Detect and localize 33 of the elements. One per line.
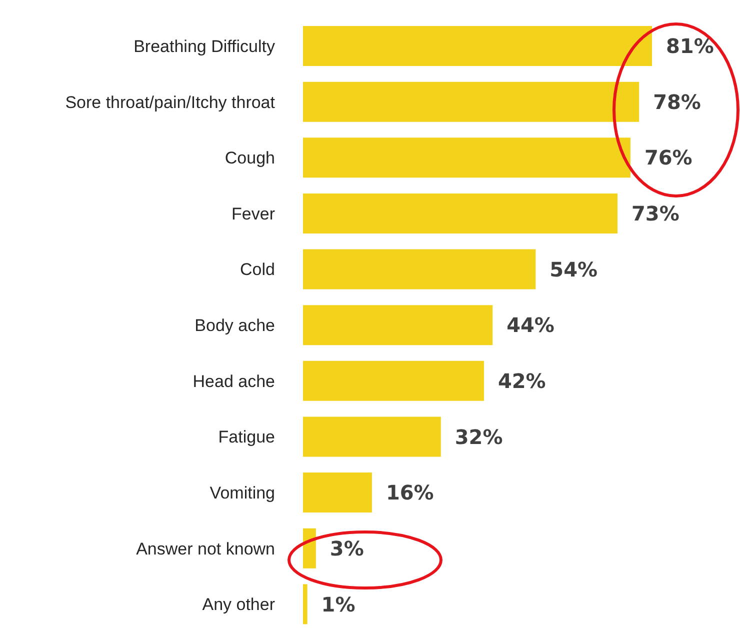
data-label: 78% xyxy=(653,90,701,114)
bar xyxy=(303,584,308,624)
bar xyxy=(303,26,652,66)
y-tick-label: Breathing Difficulty xyxy=(134,36,276,56)
data-label: 54% xyxy=(550,257,598,282)
bar xyxy=(303,305,493,346)
y-tick-label: Sore throat/pain/Itchy throat xyxy=(65,92,276,112)
y-tick-label: Body ache xyxy=(194,316,275,336)
bar xyxy=(303,249,536,290)
data-label: 32% xyxy=(454,424,503,449)
y-tick-label: Fatigue xyxy=(218,428,275,447)
bar xyxy=(303,82,640,122)
bar xyxy=(303,193,618,234)
y-tick-label: Cough xyxy=(224,148,275,168)
data-label: 1% xyxy=(321,592,356,616)
y-tick-label: Any other xyxy=(202,595,276,614)
bar xyxy=(303,138,630,178)
data-label: 81% xyxy=(666,34,714,58)
bar xyxy=(303,360,484,401)
data-label: 76% xyxy=(644,146,692,170)
y-tick-label: Answer not known xyxy=(136,539,275,558)
data-label: 73% xyxy=(632,202,680,226)
data-label: 44% xyxy=(506,313,554,338)
data-label: 16% xyxy=(386,480,434,505)
y-tick-label: Cold xyxy=(240,260,275,280)
y-tick-label: Fever xyxy=(232,204,276,224)
data-label: 3% xyxy=(330,536,364,560)
bar xyxy=(303,416,441,457)
y-tick-label: Head ache xyxy=(192,372,275,391)
y-tick-label: Vomiting xyxy=(210,483,275,502)
data-label: 42% xyxy=(498,369,546,394)
bar xyxy=(303,472,372,513)
bar xyxy=(303,528,316,568)
